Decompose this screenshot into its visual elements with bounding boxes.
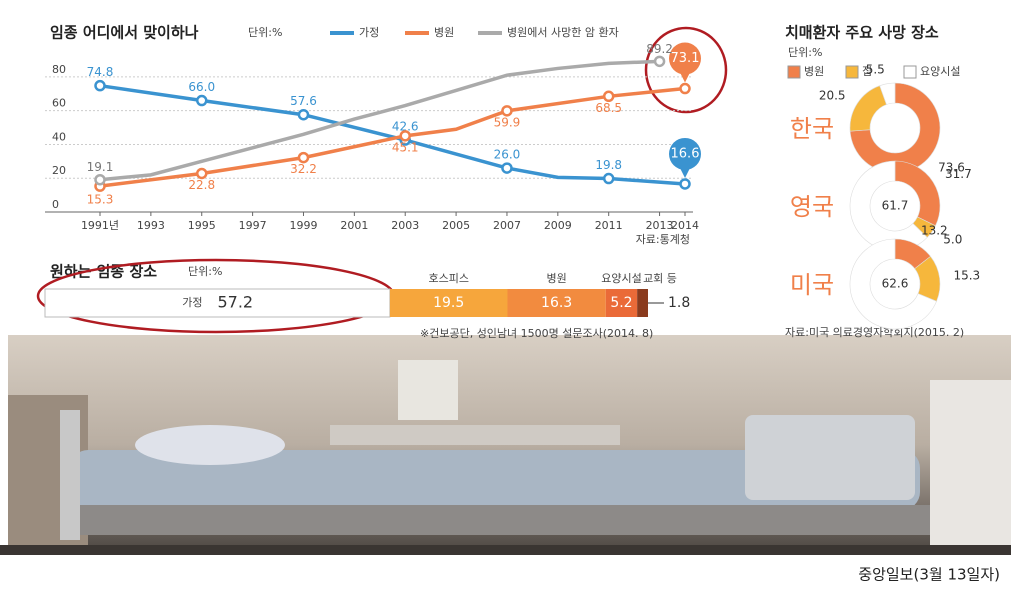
x-tick-label: 2001 — [340, 219, 368, 232]
x-tick-label: 2007 — [493, 219, 521, 232]
chart-title: 치매환자 주요 사망 장소 — [785, 24, 939, 42]
point — [299, 110, 308, 119]
point — [681, 179, 690, 188]
legend-swatch — [904, 66, 916, 78]
bar-segment — [637, 289, 648, 317]
value-label: 45.1 — [392, 140, 419, 154]
value-label: 59.9 — [494, 115, 521, 129]
value-label: 16.6 — [671, 146, 700, 161]
unit: 단위:% — [248, 26, 282, 39]
infographic: 중앙일보(3월 13일자) 임종 어디에서 맞이하나 단위:% 자료:통계청 원… — [0, 0, 1011, 596]
y-tick-label: 80 — [52, 63, 66, 76]
chart-title: 임종 어디에서 맞이하나 — [50, 24, 199, 42]
x-tick-label: 2003 — [391, 219, 419, 232]
category-label: 가정 — [182, 296, 202, 309]
point — [604, 174, 613, 183]
point — [96, 175, 105, 184]
y-tick-label: 20 — [52, 164, 66, 177]
category-label: 요양시설 — [601, 272, 641, 285]
value-label: 19.8 — [595, 158, 622, 172]
value-label: 15.3 — [87, 193, 114, 207]
value-label: 73.1 — [671, 51, 700, 66]
note: ※건보공단, 성인남녀 1500명 설문조사(2014. 8) — [420, 327, 653, 340]
value-label: 66.0 — [188, 80, 215, 94]
category-label: 교회 등 — [643, 272, 677, 285]
value-label: 5.5 — [866, 62, 885, 76]
value-label: 32.2 — [290, 162, 317, 176]
unit: 단위:% — [188, 265, 222, 278]
value-label: 16.3 — [541, 295, 572, 311]
point — [502, 164, 511, 173]
point — [681, 84, 690, 93]
value-label: 89.2 — [646, 42, 673, 56]
point — [96, 81, 105, 90]
value-label: 31.7 — [945, 167, 972, 181]
value-label: 19.1 — [87, 160, 114, 174]
value-label: 74.8 — [87, 65, 114, 79]
value-label: 19.5 — [433, 295, 464, 311]
point — [299, 153, 308, 162]
value-label: 57.6 — [290, 94, 317, 108]
legend-swatch — [846, 66, 858, 78]
value-label: 1.8 — [668, 295, 690, 311]
point — [655, 57, 664, 66]
point — [197, 169, 206, 178]
point — [502, 106, 511, 115]
x-tick-label: 1993 — [137, 219, 165, 232]
credit: 중앙일보(3월 13일자) — [858, 566, 1000, 584]
value-label: 13.2 — [921, 224, 948, 238]
value-label: 26.0 — [494, 148, 521, 162]
group-label: 미국 — [790, 271, 834, 299]
x-tick-label: 1991년 — [81, 219, 119, 232]
series-line — [100, 61, 660, 179]
value-label: 61.7 — [882, 199, 909, 213]
legend-label: 병원 — [804, 65, 824, 78]
unit: 단위:% — [788, 46, 822, 59]
y-tick-label: 0 — [52, 198, 59, 211]
legend-label: 가정 — [359, 26, 379, 39]
source: 자료:통계청 — [636, 233, 690, 246]
photo — [0, 335, 1011, 555]
source: 자료:미국 의료경영자학회지(2015. 2) — [785, 326, 964, 339]
x-tick-label: 2009 — [544, 219, 572, 232]
x-tick-label: 1995 — [188, 219, 216, 232]
x-tick-label: 2014 — [671, 219, 699, 232]
legend-label: 병원 — [434, 26, 454, 39]
value-label: 5.2 — [610, 295, 632, 311]
group-label: 한국 — [790, 115, 834, 143]
value-label: 68.5 — [595, 101, 622, 115]
category-label: 호스피스 — [428, 272, 468, 285]
value-label: 62.6 — [882, 277, 909, 291]
category-label: 병원 — [547, 272, 567, 285]
point — [401, 131, 410, 140]
y-tick-label: 60 — [52, 97, 66, 110]
value-label: 22.8 — [188, 178, 215, 192]
point — [604, 92, 613, 101]
value-label: 57.2 — [217, 293, 253, 312]
x-tick-label: 2011 — [595, 219, 623, 232]
value-label: 15.3 — [953, 269, 980, 283]
legend-label: 병원에서 사망한 암 환자 — [507, 26, 619, 39]
x-tick-label: 1997 — [239, 219, 267, 232]
value-label: 20.5 — [819, 88, 846, 102]
donut-slice — [850, 86, 886, 131]
x-tick-label: 2005 — [442, 219, 470, 232]
x-tick-label: 2013 — [646, 219, 674, 232]
donut-slice — [895, 161, 940, 226]
y-tick-label: 40 — [52, 130, 66, 143]
point — [197, 96, 206, 105]
legend-label: 요양시설 — [920, 65, 960, 78]
x-tick-label: 1999 — [289, 219, 317, 232]
legend-swatch — [788, 66, 800, 78]
group-label: 영국 — [790, 193, 834, 221]
